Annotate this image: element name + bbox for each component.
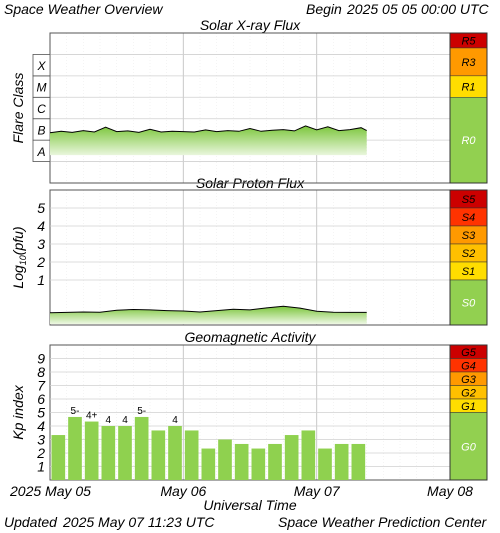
date-tick-label: May 07 [294, 483, 341, 499]
kp-bar [234, 443, 249, 480]
proton-scale-label-s0: S0 [462, 298, 476, 310]
proton-ylabel-rest: (pfu) [10, 226, 26, 255]
xray-series-area [50, 125, 367, 156]
proton-ytick-label: 1 [37, 272, 45, 288]
proton-ytick-label: 5 [37, 200, 45, 216]
kp-title: Geomagnetic Activity [184, 329, 316, 345]
proton-ytick-label: 4 [37, 218, 45, 234]
kp-ytick-label: 5 [37, 405, 45, 421]
kp-bar-label: 4 [172, 415, 178, 426]
xray-scale-label-r5: R5 [461, 35, 476, 47]
kp-bar-label: 4 [122, 415, 128, 426]
kp-ytick-label: 1 [37, 459, 45, 475]
xray-scale-label-r0: R0 [461, 135, 476, 147]
proton-series-area [50, 306, 367, 325]
kp-bar [168, 426, 182, 480]
page-title: Space Weather Overview [4, 1, 163, 17]
kp-ytick-label: 7 [37, 378, 46, 394]
xray-series-line [49, 125, 367, 134]
kp-bar [101, 426, 116, 480]
xray-scale-label-r1: R1 [461, 82, 475, 94]
kp-bar [318, 448, 332, 480]
xray-class-label-b: B [37, 123, 45, 137]
proton-ylabel: Log10(pfu) [10, 226, 28, 288]
proton-scale-label-s4: S4 [462, 212, 475, 224]
credit-text: Space Weather Prediction Center [278, 514, 487, 530]
xray-ylabel: Flare Class [10, 73, 26, 144]
proton-scale-label-s2: S2 [462, 248, 475, 260]
proton-scale-frame [449, 189, 488, 326]
proton-scale-s0 [449, 279, 488, 326]
kp-scale-label-g4: G4 [461, 360, 476, 372]
kp-bar [334, 443, 349, 480]
proton-scale-label-s1: S1 [462, 266, 475, 278]
begin-value: 2025 05 05 00:00 UTC [347, 1, 489, 17]
kp-bar [84, 421, 99, 480]
xray-scale-label-r3: R3 [461, 57, 476, 69]
date-tick-label: May 08 [427, 483, 473, 499]
kp-bar [284, 435, 299, 480]
kp-bar [201, 448, 216, 480]
xray-scale-frame [449, 32, 488, 184]
kp-bar [218, 439, 232, 480]
xray-class-label-a: A [36, 145, 45, 159]
kp-scale-label-g1: G1 [461, 401, 476, 413]
proton-ylabel-sub: 10 [18, 255, 28, 265]
xray-class-label-x: X [36, 59, 46, 73]
updated-value: 2025 May 07 11:23 UTC [63, 514, 215, 530]
xray-scale-r0 [449, 97, 488, 184]
kp-scale-label-g0: G0 [461, 441, 477, 453]
kp-bar-label: 4+ [86, 411, 98, 422]
proton-scale-label-s3: S3 [462, 230, 476, 242]
proton-series-line [49, 305, 367, 314]
kp-bar [151, 430, 166, 480]
kp-ytick-label: 8 [37, 364, 45, 380]
begin-label: Begin [306, 1, 342, 17]
kp-ytick-label: 4 [37, 418, 45, 434]
kp-scale-label-g3: G3 [461, 374, 477, 386]
kp-scale-label-g2: G2 [461, 387, 476, 399]
kp-bar-label: 5- [71, 406, 80, 417]
kp-bar [268, 443, 282, 480]
proton-ytick-label: 3 [37, 236, 45, 252]
kp-bar-label: 5- [137, 406, 146, 417]
proton-scale-label-s5: S5 [462, 194, 476, 206]
kp-ylabel: Kp index [10, 384, 26, 439]
updated-label: Updated [4, 514, 57, 530]
kp-ytick-label: 2 [36, 445, 45, 461]
date-tick-label: May 06 [160, 483, 206, 499]
kp-scale-frame [449, 344, 488, 481]
kp-bar [51, 435, 66, 480]
kp-bar [184, 430, 199, 480]
xray-class-label-c: C [37, 102, 46, 116]
kp-bar [134, 416, 149, 480]
kp-ytick-label: 9 [37, 351, 45, 367]
kp-bar [68, 416, 82, 480]
date-tick-label: 2025 May 05 [9, 483, 91, 499]
proton-ylabel-main: Log [10, 265, 26, 289]
kp-bar [351, 443, 366, 480]
xray-title: Solar X-ray Flux [199, 17, 301, 33]
time-axis-label: Universal Time [203, 497, 297, 513]
kp-scale-label-g5: G5 [461, 347, 477, 359]
xray-class-box-x [32, 54, 51, 77]
kp-bar [118, 426, 132, 480]
kp-bar [301, 430, 316, 480]
xray-class-label-m: M [37, 81, 47, 95]
kp-bar [251, 448, 266, 480]
kp-bar-label: 4 [106, 415, 112, 426]
kp-ytick-label: 3 [37, 432, 45, 448]
kp-ytick-label: 6 [37, 391, 45, 407]
proton-ytick-label: 2 [36, 254, 45, 270]
